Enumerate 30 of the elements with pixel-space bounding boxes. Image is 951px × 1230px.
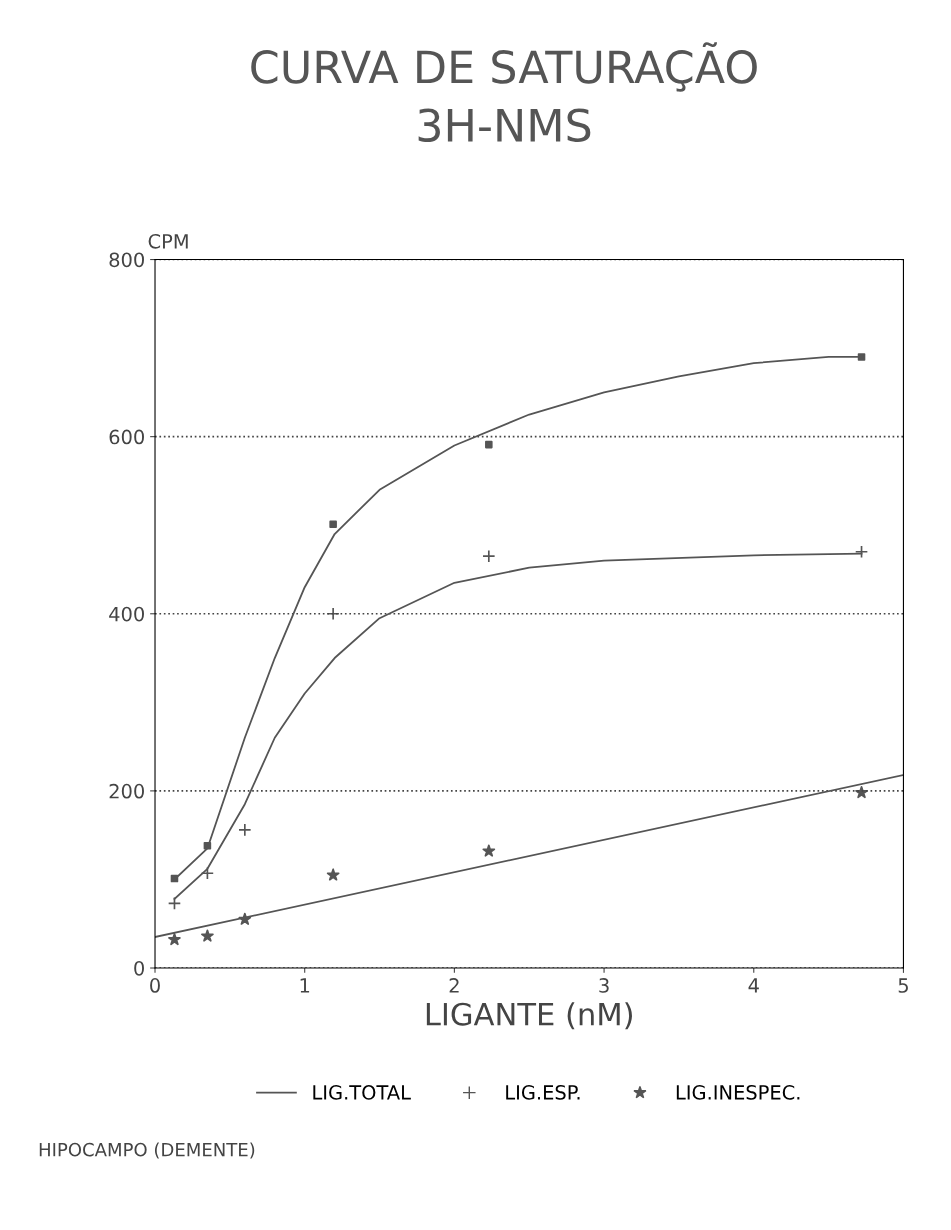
x-axis-title: LIGANTE (nM) bbox=[426, 1002, 632, 1030]
point bbox=[855, 786, 868, 799]
point bbox=[485, 440, 493, 449]
text: HIPOCAMPO (DEMENTE) bbox=[39, 1142, 255, 1159]
point bbox=[201, 929, 214, 942]
x-tick-label: 5 bbox=[898, 978, 908, 993]
y-tick-label: 200 bbox=[109, 783, 144, 799]
x-tick-label: 2 bbox=[449, 978, 459, 993]
x-tick-label: 4 bbox=[748, 978, 759, 993]
point bbox=[482, 549, 496, 563]
point bbox=[168, 933, 181, 946]
x-tick-label: 1 bbox=[300, 978, 310, 993]
point bbox=[326, 868, 340, 881]
point bbox=[854, 545, 869, 559]
legend-label: LIG.TOTAL bbox=[313, 1085, 411, 1100]
point bbox=[329, 520, 337, 529]
point bbox=[238, 823, 252, 837]
legend-label: LIG.INESPEC. bbox=[676, 1085, 800, 1100]
point bbox=[326, 607, 340, 621]
y-tick-label: 0 bbox=[134, 960, 144, 976]
x-tick-label: 0 bbox=[150, 978, 160, 993]
chart-subtitle: 3H-NMS bbox=[418, 108, 591, 143]
y-tick-label: 400 bbox=[109, 606, 144, 622]
x-tick-label: 3 bbox=[599, 978, 609, 993]
y-tick-label: 600 bbox=[109, 429, 144, 445]
point bbox=[482, 844, 496, 857]
chart-title: CURVA DE SATURAÇÃO bbox=[251, 42, 757, 92]
y-axis-title: CPM bbox=[148, 233, 188, 249]
y-tick-label: 800 bbox=[109, 252, 144, 268]
legend-label: LIG.ESP. bbox=[506, 1085, 580, 1100]
